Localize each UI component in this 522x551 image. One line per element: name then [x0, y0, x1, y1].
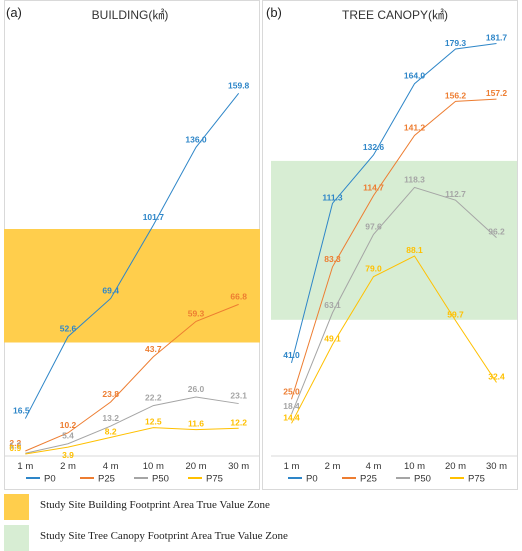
data-label-p0: 136.0 [185, 134, 207, 144]
data-label-p25: 156.2 [445, 90, 467, 100]
data-label-p75: 79.0 [365, 264, 382, 274]
data-label-p25: 23.8 [102, 389, 119, 399]
series-line-p25 [25, 303, 239, 452]
data-label-p75: 59.7 [447, 309, 464, 319]
data-label-p25: 25.0 [283, 386, 300, 396]
data-label-p0: 16.5 [13, 406, 30, 416]
true-value-zone [271, 160, 517, 320]
data-label-p0: 181.7 [486, 33, 508, 43]
data-label-p50: 63.1 [324, 300, 341, 310]
chart-frame [262, 0, 518, 490]
data-label-p75: 11.6 [188, 419, 204, 429]
legend-canopy-zone: Study Site Tree Canopy Footprint Area Tr… [4, 525, 514, 551]
data-label-p50: 5.4 [62, 431, 74, 441]
legend-building-zone-text: Study Site Building Footprint Area True … [40, 499, 270, 511]
data-label-p50: 13.2 [102, 413, 119, 423]
x-tick-label: 4 m [103, 461, 119, 472]
panel-label: (b) [266, 5, 282, 20]
legend-canopy-zone-text: Study Site Tree Canopy Footprint Area Tr… [40, 530, 288, 542]
data-label-p0: 52.6 [60, 324, 77, 334]
data-label-p0: 69.4 [102, 285, 119, 295]
data-label-p75: 0.9 [9, 443, 21, 453]
x-tick-label: 20 m [445, 461, 466, 472]
data-label-p75: 49.1 [324, 334, 341, 344]
series-line-p75 [25, 427, 239, 455]
legend-label-p75: P75 [206, 474, 223, 485]
x-tick-label: 10 m [143, 461, 164, 472]
series-legend: P0 P25 P50 P75 [26, 474, 223, 485]
data-label-p75: 12.5 [145, 417, 162, 427]
data-label-p0: 159.8 [228, 80, 250, 90]
legend-label-p50: P50 [152, 474, 169, 485]
legend-canopy-zone-swatch [4, 525, 29, 551]
series-line-p75 [291, 255, 497, 424]
x-tick-label: 10 m [404, 461, 425, 472]
chart-building: (a) BUILDING(㎢) 1 m 2 m 4 m 10 m 20 m 30 m 16.5 5… [4, 0, 260, 490]
data-label-p50: 112.7 [445, 189, 466, 199]
x-tick-label: 30 m [486, 461, 507, 472]
legend-label-p0: P0 [306, 474, 318, 485]
data-label-p75: 8.2 [105, 426, 117, 436]
data-label-p50: 97.6 [365, 221, 382, 231]
data-label-p75: 3.9 [62, 450, 74, 460]
data-label-p0: 164.0 [404, 71, 426, 81]
data-label-p25: 141.2 [404, 122, 426, 132]
data-label-p0: 179.3 [445, 38, 467, 48]
data-label-p50: 22.2 [145, 393, 162, 403]
data-label-p75: 14.4 [283, 412, 300, 422]
series-line-p0 [24, 92, 240, 419]
legend-building-zone-swatch [4, 494, 29, 520]
data-label-p25: 59.3 [188, 308, 205, 318]
chart-title: TREE CANOPY(㎢) [342, 8, 448, 22]
data-label-p0: 111.3 [322, 192, 343, 202]
data-label-p0: 41.0 [283, 350, 300, 360]
x-tick-label: 2 m [325, 461, 341, 472]
data-label-p75: 32.4 [488, 371, 505, 381]
data-label-p50: 1.2 [9, 440, 21, 450]
x-tick-label: 20 m [185, 461, 206, 472]
data-label-p0: 132.6 [363, 142, 385, 152]
data-label-p25: 43.7 [145, 344, 162, 354]
series-line-p50 [291, 186, 497, 415]
series-line-p0 [291, 43, 497, 364]
data-label-p50: 118.3 [404, 174, 425, 184]
data-label-p50: 18.4 [283, 401, 300, 411]
data-label-p25: 2.2 [9, 438, 21, 448]
data-label-p75: 88.1 [406, 245, 423, 255]
x-tick-label: 2 m [60, 461, 76, 472]
chart-canopy: (b) TREE CANOPY(㎢) 1 m 2 m 4 m 10 m 20 m 30 m 41… [262, 0, 518, 490]
data-label-p50: 23.1 [230, 391, 247, 401]
figure: (a) BUILDING(㎢) 1 m 2 m 4 m 10 m 20 m 30 m 16.5 5… [4, 0, 518, 490]
x-tick-label: 1 m [284, 461, 300, 472]
data-label-p25: 157.2 [486, 88, 508, 98]
series-line-p25 [291, 98, 497, 400]
chart-title: BUILDING(㎢) [92, 8, 169, 22]
data-label-p75: 12.2 [230, 417, 247, 427]
legend-label-p0: P0 [44, 474, 56, 485]
x-tick-label: 1 m [17, 461, 33, 472]
legend-label-p75: P75 [468, 474, 485, 485]
data-label-p50: 96.2 [488, 227, 505, 237]
data-label-p25: 10.2 [60, 420, 77, 430]
x-tick-label: 4 m [366, 461, 382, 472]
data-label-p25: 114.7 [363, 183, 384, 193]
series-legend: P0 P25 P50 P75 [288, 474, 485, 485]
legend-building-zone: Study Site Building Footprint Area True … [4, 494, 514, 520]
legend-label-p25: P25 [360, 474, 377, 485]
data-label-p25: 83.3 [324, 254, 341, 264]
legend-label-p50: P50 [414, 474, 431, 485]
data-label-p50: 26.0 [188, 384, 205, 394]
series-line-p50 [25, 396, 239, 454]
data-label-p25: 66.8 [230, 291, 247, 301]
data-label-p0: 101.7 [143, 212, 165, 222]
x-tick-label: 30 m [228, 461, 249, 472]
panel-label: (a) [6, 5, 22, 20]
true-value-zone [4, 229, 260, 343]
legend-label-p25: P25 [98, 474, 115, 485]
